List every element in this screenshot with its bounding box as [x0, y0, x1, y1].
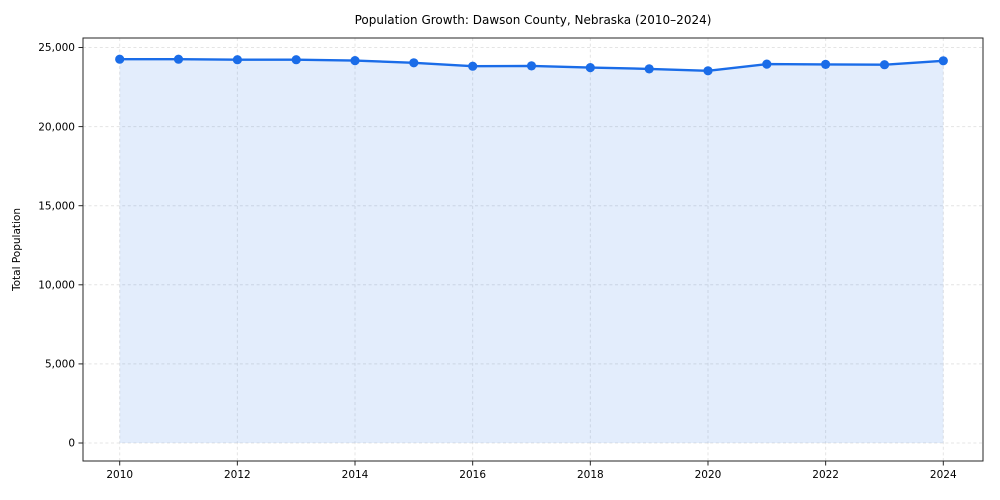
y-tick-label: 0	[68, 438, 75, 450]
x-tick-label: 2022	[812, 469, 839, 481]
x-tick-label: 2016	[459, 469, 486, 481]
x-tick-label: 2012	[224, 469, 251, 481]
y-tick-label: 15,000	[38, 200, 75, 212]
y-tick-label: 10,000	[38, 280, 75, 292]
gridlines	[83, 38, 983, 461]
x-tick-label: 2020	[695, 469, 722, 481]
x-tick-label: 2018	[577, 469, 604, 481]
x-tick-label: 2010	[106, 469, 133, 481]
y-axis-label: Total Population	[11, 208, 23, 292]
plot-border	[82, 37, 984, 462]
y-tick-label: 25,000	[38, 42, 75, 54]
data-markers	[115, 54, 948, 76]
axis-tick-labels: 0 5,000 10,000 15,000 20,000 25,000 2010 2012 20…	[38, 42, 957, 481]
y-tick-label: 5,000	[45, 359, 75, 371]
y-tick-label: 20,000	[38, 121, 75, 133]
area-fill	[119, 59, 944, 443]
chart-title: Population Growth: Dawson County, Nebras…	[355, 13, 712, 27]
axis-ticks	[78, 47, 944, 466]
x-tick-label: 2024	[930, 469, 957, 481]
x-tick-label: 2014	[342, 469, 369, 481]
